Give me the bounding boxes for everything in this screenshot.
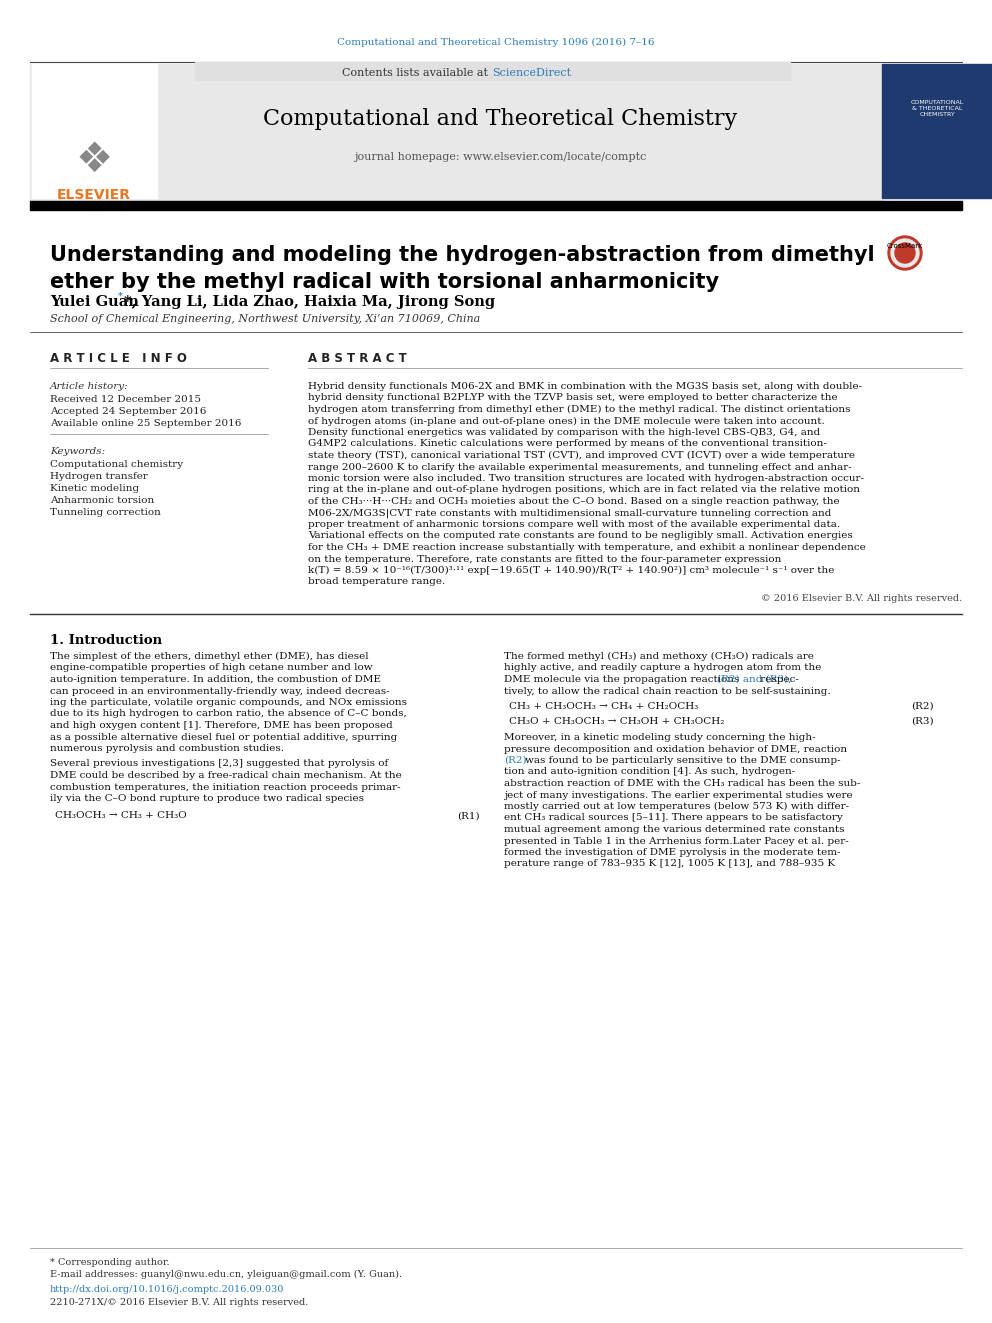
Text: for the CH₃ + DME reaction increase substantially with temperature, and exhibit : for the CH₃ + DME reaction increase subs… bbox=[308, 542, 866, 552]
Text: ject of many investigations. The earlier experimental studies were: ject of many investigations. The earlier… bbox=[504, 791, 853, 799]
Text: Contents lists available at: Contents lists available at bbox=[342, 67, 492, 78]
Text: Computational and Theoretical Chemistry 1096 (2016) 7–16: Computational and Theoretical Chemistry … bbox=[337, 38, 655, 48]
Text: Understanding and modeling the hydrogen-abstraction from dimethyl: Understanding and modeling the hydrogen-… bbox=[50, 245, 875, 265]
Text: state theory (TST), canonical variational TST (CVT), and improved CVT (ICVT) ove: state theory (TST), canonical variationa… bbox=[308, 451, 855, 460]
Text: tively, to allow the radical chain reaction to be self-sustaining.: tively, to allow the radical chain react… bbox=[504, 687, 830, 696]
Text: range 200–2600 K to clarify the available experimental measurements, and tunneli: range 200–2600 K to clarify the availabl… bbox=[308, 463, 852, 471]
Text: on the temperature. Therefore, rate constants are fitted to the four-parameter e: on the temperature. Therefore, rate cons… bbox=[308, 554, 782, 564]
Text: ent CH₃ radical sources [5–11]. There appears to be satisfactory: ent CH₃ radical sources [5–11]. There ap… bbox=[504, 814, 843, 823]
Text: mostly carried out at low temperatures (below 573 K) with differ-: mostly carried out at low temperatures (… bbox=[504, 802, 849, 811]
Text: © 2016 Elsevier B.V. All rights reserved.: © 2016 Elsevier B.V. All rights reserved… bbox=[761, 594, 962, 603]
Text: was found to be particularly sensitive to the DME consump-: was found to be particularly sensitive t… bbox=[525, 755, 840, 765]
Text: Tunneling correction: Tunneling correction bbox=[50, 508, 161, 517]
Text: engine-compatible properties of high cetane number and low: engine-compatible properties of high cet… bbox=[50, 664, 373, 672]
Text: auto-ignition temperature. In addition, the combustion of DME: auto-ignition temperature. In addition, … bbox=[50, 675, 381, 684]
Text: The formed methyl (CH₃) and methoxy (CH₃O) radicals are: The formed methyl (CH₃) and methoxy (CH₃… bbox=[504, 652, 813, 662]
Text: ring at the in-plane and out-of-plane hydrogen positions, which are in fact rela: ring at the in-plane and out-of-plane hy… bbox=[308, 486, 860, 495]
Text: k(T) = 8.59 × 10⁻¹⁶(T/300)³·¹¹ exp[−19.65(T + 140.90)/R(T² + 140.90²)] cm³ molec: k(T) = 8.59 × 10⁻¹⁶(T/300)³·¹¹ exp[−19.6… bbox=[308, 566, 834, 576]
Text: 1. Introduction: 1. Introduction bbox=[50, 634, 162, 647]
Text: Keywords:: Keywords: bbox=[50, 447, 105, 456]
Text: proper treatment of anharmonic torsions compare well with most of the available : proper treatment of anharmonic torsions … bbox=[308, 520, 840, 529]
Text: of the CH₃···H···CH₂ and OCH₃ moieties about the C–O bond. Based on a single rea: of the CH₃···H···CH₂ and OCH₃ moieties a… bbox=[308, 497, 839, 505]
Text: perature range of 783–935 K [12], 1005 K [13], and 788–935 K: perature range of 783–935 K [12], 1005 K… bbox=[504, 860, 835, 868]
Text: G4MP2 calculations. Kinetic calculations were performed by means of the conventi: G4MP2 calculations. Kinetic calculations… bbox=[308, 439, 827, 448]
Text: CrossMark: CrossMark bbox=[887, 243, 924, 249]
Text: pressure decomposition and oxidation behavior of DME, reaction: pressure decomposition and oxidation beh… bbox=[504, 745, 847, 754]
Text: ScienceDirect: ScienceDirect bbox=[492, 67, 571, 78]
Circle shape bbox=[888, 235, 922, 270]
Text: DME could be described by a free-radical chain mechanism. At the: DME could be described by a free-radical… bbox=[50, 771, 402, 781]
Bar bbox=[30, 64, 882, 200]
Text: ELSEVIER: ELSEVIER bbox=[57, 188, 131, 202]
Text: respec-: respec- bbox=[757, 675, 799, 684]
Text: Density functional energetics was validated by comparison with the high-level CB: Density functional energetics was valida… bbox=[308, 429, 820, 437]
Text: A B S T R A C T: A B S T R A C T bbox=[308, 352, 407, 365]
Text: Received 12 December 2015: Received 12 December 2015 bbox=[50, 396, 201, 404]
Text: of hydrogen atoms (in-plane and out-of-plane ones) in the DME molecule were take: of hydrogen atoms (in-plane and out-of-p… bbox=[308, 417, 824, 426]
Text: DME molecule via the propagation reactions: DME molecule via the propagation reactio… bbox=[504, 675, 743, 684]
Text: combustion temperatures, the initiation reaction proceeds primar-: combustion temperatures, the initiation … bbox=[50, 782, 401, 791]
Text: journal homepage: www.elsevier.com/locate/comptc: journal homepage: www.elsevier.com/locat… bbox=[354, 152, 646, 161]
Text: presented in Table 1 in the Arrhenius form.Later Pacey et al. per-: presented in Table 1 in the Arrhenius fo… bbox=[504, 836, 849, 845]
Bar bbox=[195, 62, 790, 79]
Text: broad temperature range.: broad temperature range. bbox=[308, 578, 445, 586]
Text: numerous pyrolysis and combustion studies.: numerous pyrolysis and combustion studie… bbox=[50, 744, 284, 753]
Bar bbox=[32, 64, 157, 198]
Circle shape bbox=[895, 243, 915, 263]
Text: monic torsion were also included. Two transition structures are located with hyd: monic torsion were also included. Two tr… bbox=[308, 474, 864, 483]
Text: (R2): (R2) bbox=[912, 703, 934, 710]
Circle shape bbox=[891, 239, 919, 267]
Text: (R2) and (R3),: (R2) and (R3), bbox=[717, 675, 792, 684]
Text: CH₃ + CH₃OCH₃ → CH₄ + CH₂OCH₃: CH₃ + CH₃OCH₃ → CH₄ + CH₂OCH₃ bbox=[509, 703, 698, 710]
Text: Accepted 24 September 2016: Accepted 24 September 2016 bbox=[50, 407, 206, 415]
Text: and high oxygen content [1]. Therefore, DME has been proposed: and high oxygen content [1]. Therefore, … bbox=[50, 721, 393, 730]
Text: Anharmonic torsion: Anharmonic torsion bbox=[50, 496, 154, 505]
Text: Kinetic modeling: Kinetic modeling bbox=[50, 484, 139, 493]
Text: hydrogen atom transferring from dimethyl ether (DME) to the methyl radical. The : hydrogen atom transferring from dimethyl… bbox=[308, 405, 850, 414]
Text: ing the particulate, volatile organic compounds, and NOx emissions: ing the particulate, volatile organic co… bbox=[50, 699, 407, 706]
Text: as a possible alternative diesel fuel or potential additive, spurring: as a possible alternative diesel fuel or… bbox=[50, 733, 397, 741]
Text: ily via the C–O bond rupture to produce two radical species: ily via the C–O bond rupture to produce … bbox=[50, 794, 364, 803]
Text: School of Chemical Engineering, Northwest University, Xi’an 710069, China: School of Chemical Engineering, Northwes… bbox=[50, 314, 480, 324]
Text: *: * bbox=[118, 292, 123, 302]
Text: Computational chemistry: Computational chemistry bbox=[50, 460, 184, 468]
Text: E-mail addresses: guanyl@nwu.edu.cn, yleiguan@gmail.com (Y. Guan).: E-mail addresses: guanyl@nwu.edu.cn, yle… bbox=[50, 1270, 402, 1279]
Text: Variational effects on the computed rate constants are found to be negligibly sm: Variational effects on the computed rate… bbox=[308, 532, 853, 541]
Text: M06-2X/MG3S|CVT rate constants with multidimensional small-curvature tunneling c: M06-2X/MG3S|CVT rate constants with mult… bbox=[308, 508, 831, 519]
Text: Hybrid density functionals M06-2X and BMK in combination with the MG3S basis set: Hybrid density functionals M06-2X and BM… bbox=[308, 382, 862, 392]
Text: mutual agreement among the various determined rate constants: mutual agreement among the various deter… bbox=[504, 826, 844, 833]
Text: ether by the methyl radical with torsional anharmonicity: ether by the methyl radical with torsion… bbox=[50, 273, 719, 292]
Text: (R2): (R2) bbox=[504, 755, 527, 765]
Text: Hydrogen transfer: Hydrogen transfer bbox=[50, 472, 148, 482]
Text: formed the investigation of DME pyrolysis in the moderate tem-: formed the investigation of DME pyrolysi… bbox=[504, 848, 840, 857]
Text: (R1): (R1) bbox=[457, 811, 480, 820]
Text: COMPUTATIONAL
& THEORETICAL
CHEMISTRY: COMPUTATIONAL & THEORETICAL CHEMISTRY bbox=[911, 101, 963, 116]
Text: CH₃O + CH₃OCH₃ → CH₃OH + CH₃OCH₂: CH₃O + CH₃OCH₃ → CH₃OH + CH₃OCH₂ bbox=[509, 717, 724, 725]
Text: Yulei Guan: Yulei Guan bbox=[50, 295, 144, 310]
Text: Several previous investigations [2,3] suggested that pyrolysis of: Several previous investigations [2,3] su… bbox=[50, 759, 388, 769]
Bar bbox=[882, 64, 992, 198]
Text: Available online 25 September 2016: Available online 25 September 2016 bbox=[50, 419, 241, 429]
Text: highly active, and readily capture a hydrogen atom from the: highly active, and readily capture a hyd… bbox=[504, 664, 821, 672]
Text: http://dx.doi.org/10.1016/j.comptc.2016.09.030: http://dx.doi.org/10.1016/j.comptc.2016.… bbox=[50, 1285, 285, 1294]
Bar bbox=[30, 201, 962, 210]
Text: can proceed in an environmentally-friendly way, indeed decreas-: can proceed in an environmentally-friend… bbox=[50, 687, 390, 696]
Text: Computational and Theoretical Chemistry: Computational and Theoretical Chemistry bbox=[263, 108, 737, 130]
Text: *, Yang Li, Lida Zhao, Haixia Ma, Jirong Song: *, Yang Li, Lida Zhao, Haixia Ma, Jirong… bbox=[124, 295, 495, 310]
Text: A R T I C L E   I N F O: A R T I C L E I N F O bbox=[50, 352, 186, 365]
Text: CH₃OCH₃ → CH₃ + CH₃O: CH₃OCH₃ → CH₃ + CH₃O bbox=[55, 811, 186, 820]
Text: due to its high hydrogen to carbon ratio, the absence of C–C bonds,: due to its high hydrogen to carbon ratio… bbox=[50, 709, 407, 718]
Text: hybrid density functional B2PLYP with the TZVP basis set, were employed to bette: hybrid density functional B2PLYP with th… bbox=[308, 393, 837, 402]
Text: Article history:: Article history: bbox=[50, 382, 129, 392]
Text: abstraction reaction of DME with the CH₃ radical has been the sub-: abstraction reaction of DME with the CH₃… bbox=[504, 779, 860, 789]
Text: The simplest of the ethers, dimethyl ether (DME), has diesel: The simplest of the ethers, dimethyl eth… bbox=[50, 652, 369, 662]
Text: (R3): (R3) bbox=[912, 717, 934, 725]
Text: Moreover, in a kinetic modeling study concerning the high-: Moreover, in a kinetic modeling study co… bbox=[504, 733, 815, 742]
Text: * Corresponding author.: * Corresponding author. bbox=[50, 1258, 170, 1267]
Text: ❖: ❖ bbox=[75, 139, 113, 181]
Text: 2210-271X/© 2016 Elsevier B.V. All rights reserved.: 2210-271X/© 2016 Elsevier B.V. All right… bbox=[50, 1298, 309, 1307]
Text: tion and auto-ignition condition [4]. As such, hydrogen-: tion and auto-ignition condition [4]. As… bbox=[504, 767, 796, 777]
